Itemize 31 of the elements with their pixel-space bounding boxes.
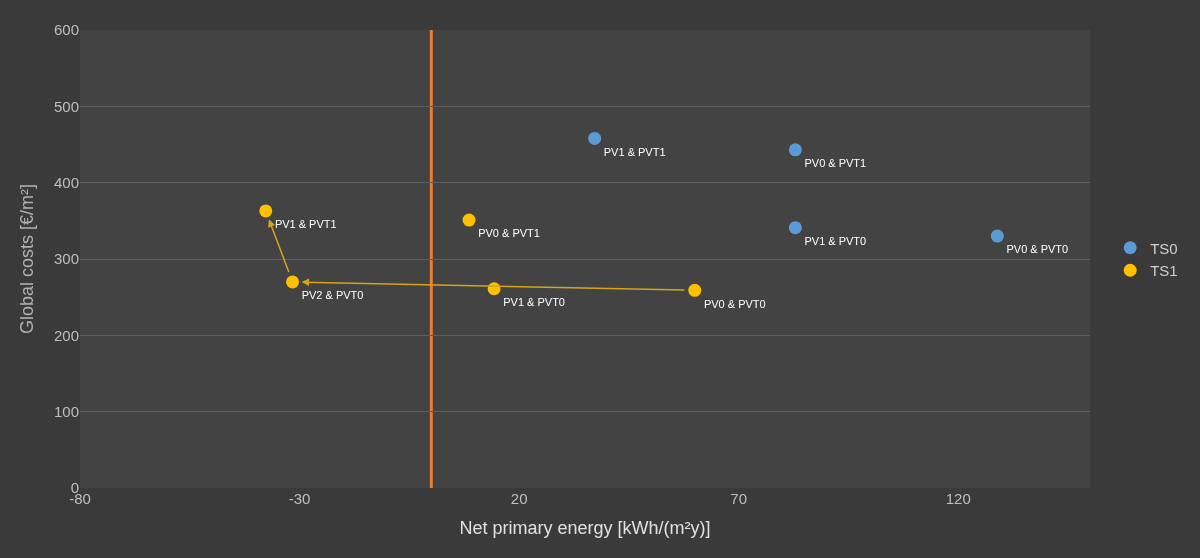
point [462, 213, 476, 227]
x-tick-label: -30 [288, 490, 311, 507]
legend-label: TS1 [1150, 262, 1178, 280]
y-axis-title: Global costs [€/m²] [17, 183, 38, 335]
x-axis-title: Net primary energy [kWh/(m²y)] [459, 518, 711, 539]
y-tick-label: 200 [53, 326, 79, 344]
x-tick-label: 20 [510, 490, 528, 507]
point [990, 229, 1004, 243]
data-label: PV1 & PVT0 [804, 235, 867, 248]
x-tick-label: 70 [730, 490, 748, 507]
y-tick-label: 400 [53, 173, 79, 191]
data-label: PV0 & PVT1 [804, 157, 867, 170]
point [259, 204, 273, 218]
data-label: PV2 & PVT0 [301, 289, 364, 302]
y-tick-label: 600 [53, 21, 79, 39]
y-tick-label: 500 [53, 97, 79, 115]
point [588, 131, 602, 145]
data-label: PV0 & PVT1 [478, 227, 540, 240]
legend-label: TS0 [1150, 239, 1178, 257]
data-label: PV1 & PVT1 [274, 218, 337, 231]
data-label: PV1 & PVT0 [503, 296, 565, 309]
x-tick-label: 120 [945, 490, 971, 507]
point [688, 283, 702, 297]
point [286, 275, 300, 289]
data-label: PV0 & PVT0 [703, 297, 766, 310]
point [788, 221, 802, 235]
point [788, 143, 802, 157]
data-label: PV0 & PVT0 [1006, 243, 1069, 256]
y-tick-label: 100 [53, 402, 79, 420]
y-tick-label: 300 [53, 250, 79, 268]
data-label: PV1 & PVT1 [603, 145, 666, 158]
